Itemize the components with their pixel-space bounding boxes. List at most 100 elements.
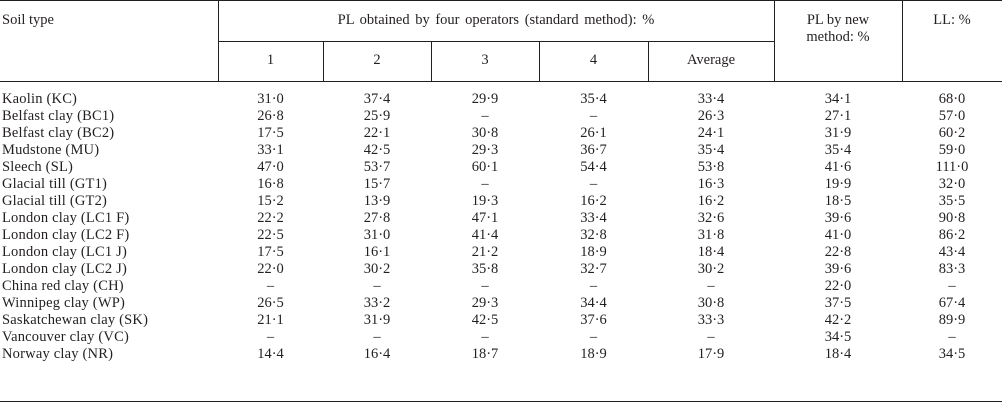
group-underline [218, 41, 774, 42]
col-divider [431, 42, 432, 81]
header-bottom-rule [0, 81, 1002, 82]
table-row: Vancouver clay (VC) – – – – – 34·5 – [0, 329, 1002, 346]
average-cell: – [707, 278, 715, 294]
col-divider [218, 0, 219, 81]
operator-4-cell: 35·4 [580, 91, 607, 107]
table-row: Sleech (SL) 47·0 53·7 60·1 54·4 53·8 41·… [0, 159, 1002, 176]
operator-4-cell: 54·4 [580, 159, 607, 175]
operator-1-cell: 31·0 [257, 91, 284, 107]
operator-2-cell: 42·5 [363, 142, 391, 158]
ll-cell: 32·0 [938, 176, 966, 192]
operator-4-cell: 18·9 [580, 244, 607, 260]
operator-3-cell: 18·7 [471, 346, 499, 362]
operator-2-cell: 25·9 [363, 108, 391, 124]
average-cell: 26·3 [697, 108, 725, 124]
operator-3-cell: – [481, 329, 489, 345]
pl-new-cell: 18·4 [824, 346, 852, 362]
soil-type-cell: Glacial till (GT1) [2, 176, 108, 192]
operator-4-cell: 26·1 [580, 125, 607, 141]
pl-new-cell: 34·5 [824, 329, 852, 345]
ll-cell: 89·9 [938, 312, 966, 328]
operator-4-cell: 36·7 [580, 142, 607, 158]
table-row: London clay (LC1 F) 22·2 27·8 47·1 33·4 … [0, 210, 1002, 227]
pl-new-cell: 37·5 [824, 295, 852, 311]
operator-2-cell: 31·9 [363, 312, 391, 328]
table-row: Glacial till (GT2) 15·2 13·9 19·3 16·2 1… [0, 193, 1002, 210]
operator-3-cell: 42·5 [471, 312, 499, 328]
ll-cell: 57·0 [938, 108, 966, 124]
table-row: Winnipeg clay (WP) 26·5 33·2 29·3 34·4 3… [0, 295, 1002, 312]
operator-4-cell: – [589, 108, 598, 124]
soil-type-cell: Saskatchewan clay (SK) [2, 312, 149, 328]
pl-new-cell: 35·4 [824, 142, 852, 158]
operator-1-cell: 26·8 [257, 108, 284, 124]
header-average: Average [686, 52, 736, 68]
average-cell: 35·4 [697, 142, 725, 158]
pl-new-cell: 41·6 [824, 159, 852, 175]
ll-cell: 68·0 [938, 91, 966, 107]
operator-1-cell: 16·8 [257, 176, 284, 192]
bottom-rule [0, 401, 1002, 402]
pl-new-cell: 27·1 [824, 108, 852, 124]
soil-type-cell: London clay (LC1 F) [2, 210, 130, 226]
pl-new-cell: 31·9 [824, 125, 852, 141]
soil-type-cell: Winnipeg clay (WP) [2, 295, 126, 311]
average-cell: 53·8 [697, 159, 725, 175]
header-pl-group: PL obtained by four operators (standard … [337, 12, 655, 28]
col-divider [323, 42, 324, 81]
operator-3-cell: 21·2 [471, 244, 499, 260]
operator-1-cell: 14·4 [257, 346, 284, 362]
operator-4-cell: 16·2 [580, 193, 607, 209]
operator-1-cell: 47·0 [257, 159, 284, 175]
ll-cell: – [948, 329, 956, 345]
pl-new-cell: 34·1 [824, 91, 852, 107]
operator-1-cell: 17·5 [257, 125, 284, 141]
operator-3-cell: 29·3 [471, 295, 499, 311]
average-cell: 18·4 [697, 244, 725, 260]
average-cell: 16·3 [697, 176, 725, 192]
operator-1-cell: 26·5 [257, 295, 284, 311]
col-divider [774, 0, 775, 81]
operator-2-cell: 13·9 [363, 193, 391, 209]
average-cell: 31·8 [697, 227, 725, 243]
average-cell: 33·4 [697, 91, 725, 107]
operator-3-cell: 29·3 [471, 142, 499, 158]
operator-1-cell: 22·2 [257, 210, 284, 226]
table-row: Saskatchewan clay (SK) 21·1 31·9 42·5 37… [0, 312, 1002, 329]
average-cell: 16·2 [697, 193, 725, 209]
average-cell: 32·6 [697, 210, 725, 226]
col-divider [648, 42, 649, 81]
header-soil-type: Soil type [2, 12, 54, 28]
header-pl-new-line1: PL by new [806, 12, 870, 28]
table-row: China red clay (CH) – – – – – 22·0 – [0, 278, 1002, 295]
table-row: Mudstone (MU) 33·1 42·5 29·3 36·7 35·4 3… [0, 142, 1002, 159]
table-row: Kaolin (KC) 31·0 37·4 29·9 35·4 33·4 34·… [0, 91, 1002, 108]
header-ll: LL: % [933, 12, 971, 28]
ll-cell: 34·5 [938, 346, 966, 362]
ll-cell: – [948, 278, 956, 294]
operator-2-cell: 16·1 [363, 244, 391, 260]
table-row: Belfast clay (BC1) 26·8 25·9 – – 26·3 27… [0, 108, 1002, 125]
operator-2-cell: 15·7 [363, 176, 391, 192]
table-row: London clay (LC2 J) 22·0 30·2 35·8 32·7 … [0, 261, 1002, 278]
ll-cell: 83·3 [938, 261, 966, 277]
table-row: London clay (LC1 J) 17·5 16·1 21·2 18·9 … [0, 244, 1002, 261]
top-rule [0, 0, 1002, 1]
pl-new-cell: 41·0 [824, 227, 852, 243]
header-operator-4: 4 [589, 52, 598, 68]
ll-cell: 67·4 [938, 295, 966, 311]
ll-cell: 86·2 [938, 227, 966, 243]
operator-4-cell: 32·7 [580, 261, 607, 277]
operator-2-cell: 53·7 [363, 159, 391, 175]
operator-3-cell: – [481, 278, 489, 294]
operator-1-cell: 15·2 [257, 193, 284, 209]
pl-new-cell: 42·2 [824, 312, 852, 328]
soil-type-cell: Glacial till (GT2) [2, 193, 108, 209]
table-row: London clay (LC2 F) 22·5 31·0 41·4 32·8 … [0, 227, 1002, 244]
operator-3-cell: 19·3 [471, 193, 499, 209]
pl-new-cell: 22·8 [824, 244, 852, 260]
operator-2-cell: – [373, 329, 381, 345]
soil-type-cell: London clay (LC2 F) [2, 227, 130, 243]
ll-cell: 90·8 [938, 210, 966, 226]
